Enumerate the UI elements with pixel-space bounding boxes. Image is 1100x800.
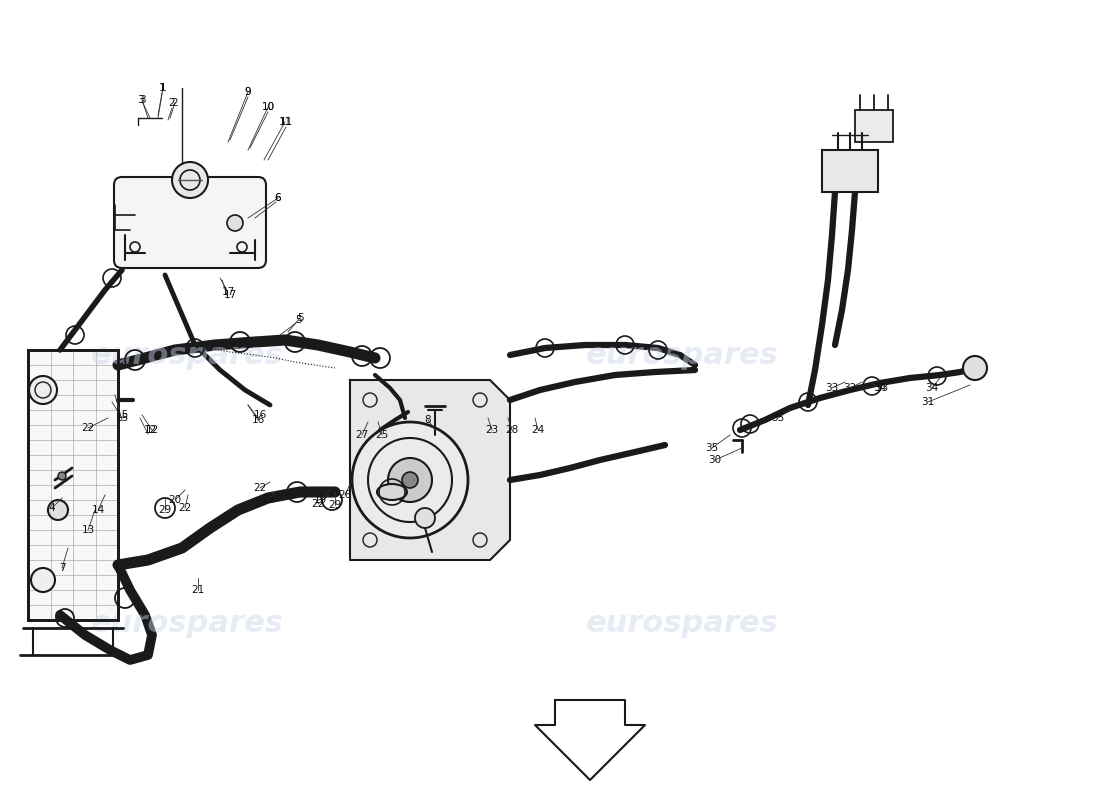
Circle shape: [29, 376, 57, 404]
Text: 6: 6: [275, 193, 282, 203]
Text: 2: 2: [168, 98, 175, 108]
Text: 16: 16: [253, 410, 266, 420]
Text: 25: 25: [375, 430, 388, 440]
Text: 4: 4: [48, 503, 55, 513]
Circle shape: [172, 162, 208, 198]
Text: 23: 23: [485, 425, 498, 435]
Text: 22: 22: [178, 503, 191, 513]
Circle shape: [58, 472, 66, 480]
Text: 10: 10: [262, 102, 275, 112]
Text: 29: 29: [158, 505, 172, 515]
Text: 22: 22: [253, 483, 266, 493]
Circle shape: [31, 568, 55, 592]
Text: 2: 2: [172, 98, 178, 108]
Polygon shape: [350, 380, 510, 560]
Circle shape: [402, 472, 418, 488]
Text: 3: 3: [136, 95, 143, 105]
Text: 9: 9: [244, 87, 251, 97]
Text: 3: 3: [139, 95, 145, 105]
Text: 31: 31: [922, 397, 935, 407]
Text: 1: 1: [160, 83, 166, 93]
Text: 17: 17: [221, 287, 234, 297]
Text: 9: 9: [244, 87, 251, 97]
Text: 12: 12: [145, 425, 158, 435]
Ellipse shape: [377, 484, 407, 500]
Text: 34: 34: [873, 383, 887, 393]
Bar: [855, 110, 893, 142]
Text: 22: 22: [311, 499, 324, 509]
Text: eurospares: eurospares: [90, 610, 284, 638]
Text: 15: 15: [116, 410, 129, 420]
Text: 7: 7: [58, 563, 65, 573]
Circle shape: [962, 356, 987, 380]
Text: 17: 17: [223, 290, 236, 300]
Text: 27: 27: [355, 430, 368, 440]
Text: 11: 11: [279, 117, 293, 127]
Text: 10: 10: [262, 102, 275, 112]
Ellipse shape: [118, 185, 263, 265]
Polygon shape: [535, 700, 645, 780]
Text: 20: 20: [168, 495, 182, 505]
Circle shape: [415, 508, 434, 528]
Text: 30: 30: [708, 455, 722, 465]
Circle shape: [352, 422, 468, 538]
Text: 35: 35: [771, 413, 784, 423]
Text: 29: 29: [329, 500, 342, 510]
Text: eurospares: eurospares: [90, 342, 284, 370]
Text: 1: 1: [158, 83, 165, 93]
Text: 33: 33: [825, 383, 838, 393]
Text: 19: 19: [314, 495, 327, 505]
Text: 22: 22: [81, 423, 95, 433]
Text: 6: 6: [275, 193, 282, 203]
Circle shape: [388, 458, 432, 502]
Bar: [28, 350, 118, 620]
Text: 16: 16: [252, 415, 265, 425]
Circle shape: [227, 215, 243, 231]
Text: 12: 12: [143, 425, 156, 435]
Text: 35: 35: [705, 443, 718, 453]
Text: 21: 21: [191, 585, 205, 595]
Text: 32: 32: [844, 383, 857, 393]
Text: eurospares: eurospares: [585, 610, 779, 638]
Text: 11: 11: [278, 117, 292, 127]
Circle shape: [48, 500, 68, 520]
Bar: [28, 350, 118, 620]
Text: 15: 15: [116, 413, 129, 423]
Text: eurospares: eurospares: [585, 342, 779, 370]
Text: 34: 34: [925, 383, 938, 393]
FancyBboxPatch shape: [114, 177, 266, 268]
Text: 24: 24: [531, 425, 544, 435]
Text: 33: 33: [876, 383, 889, 393]
Text: 26: 26: [339, 490, 352, 500]
Text: 28: 28: [505, 425, 518, 435]
Text: 5: 5: [295, 315, 301, 325]
Text: 5: 5: [297, 313, 304, 323]
Text: 8: 8: [425, 415, 431, 425]
Bar: [822, 150, 878, 192]
Text: 13: 13: [81, 525, 95, 535]
Text: 14: 14: [91, 505, 104, 515]
Text: 18: 18: [262, 495, 275, 505]
